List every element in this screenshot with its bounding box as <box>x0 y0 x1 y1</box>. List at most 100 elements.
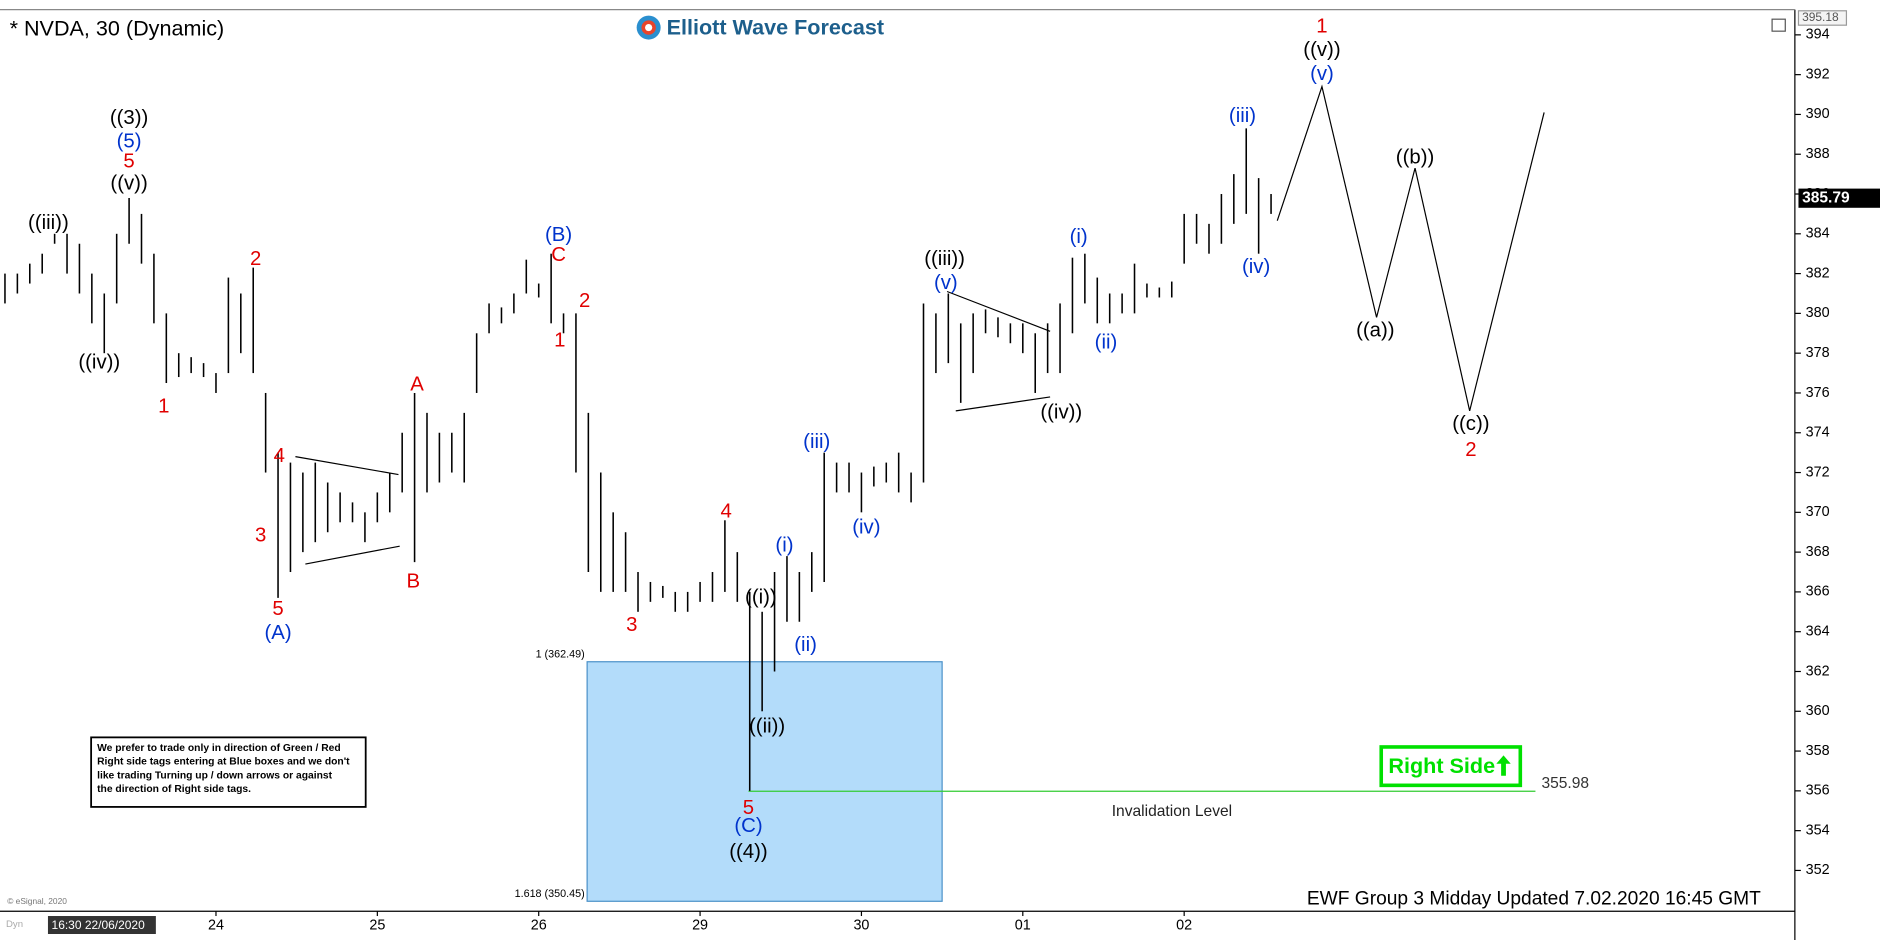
top-price-label: 395.18 <box>1802 10 1839 24</box>
y-tick-label: 358 <box>1806 743 1830 759</box>
y-tick-label: 376 <box>1806 385 1830 401</box>
note-box <box>90 736 367 808</box>
wave-label: 5 <box>123 151 134 173</box>
dyn-label: Dyn <box>6 919 23 930</box>
y-tick-label: 366 <box>1806 584 1830 600</box>
last-price-box <box>1798 188 1880 208</box>
projection-path <box>1276 84 1545 412</box>
wave-label: (v) <box>934 272 958 294</box>
wave-label: B <box>407 570 421 592</box>
wave-label: ((ii)) <box>749 716 785 738</box>
x-tick-label: 30 <box>853 917 869 933</box>
window-icon[interactable] <box>1771 18 1786 32</box>
wave-label: (i) <box>775 535 793 557</box>
y-tick-label: 392 <box>1806 66 1830 82</box>
wave-label: ((v)) <box>1303 39 1340 61</box>
last-price-label: 385.79 <box>1802 189 1850 206</box>
wave-label: ((iii)) <box>924 248 965 270</box>
y-tick-label: 360 <box>1806 703 1830 719</box>
y-tick-label: 384 <box>1806 226 1830 242</box>
wave-label: (B) <box>545 224 572 246</box>
y-tick-label: 390 <box>1806 106 1830 122</box>
footer: EWF Group 3 Midday Updated 7.02.2020 16:… <box>1307 888 1761 909</box>
wave-label: ((iv)) <box>1040 401 1082 423</box>
wave-label: C <box>551 244 566 266</box>
x-tick-label: 24 <box>208 917 224 933</box>
wave-label: (ii) <box>794 634 817 656</box>
wave-label: ((a)) <box>1356 320 1394 342</box>
note-line: like trading Turning up / down arrows or… <box>97 770 333 781</box>
wave-label: (i) <box>1070 226 1088 248</box>
wave-label: 5 <box>272 598 283 620</box>
y-tick-label: 372 <box>1806 464 1830 480</box>
y-tick-label: 354 <box>1806 822 1830 838</box>
y-tick-label: 388 <box>1806 146 1830 162</box>
y-tick-label: 374 <box>1806 425 1830 441</box>
y-tick-label: 368 <box>1806 544 1830 560</box>
note-line: Right side tags entering at Blue boxes a… <box>97 757 350 768</box>
invalidation-value: 355.98 <box>1541 775 1589 792</box>
wave-label: ((v)) <box>110 172 147 194</box>
trendline <box>946 290 1051 332</box>
x-tick-label: 25 <box>369 917 385 933</box>
x-tick-label: 02 <box>1176 917 1192 933</box>
wave-label: (A) <box>264 622 291 644</box>
wave-label: A <box>410 373 424 395</box>
fib-label: 1 (362.49) <box>536 648 585 660</box>
y-tick-label: 380 <box>1806 305 1830 321</box>
y-tick-label: 364 <box>1806 623 1830 639</box>
wave-label: 2 <box>1465 439 1476 461</box>
wave-label: ((iv)) <box>78 352 120 374</box>
logo-text: Elliott Wave Forecast <box>667 14 884 39</box>
wave-label: ((i)) <box>745 586 777 608</box>
right-side-label: Right Side <box>1388 753 1495 778</box>
wave-label: ((3)) <box>110 107 148 129</box>
wave-label: 2 <box>250 248 261 270</box>
note-line: the direction of Right side tags. <box>97 784 251 795</box>
right-side-box <box>1379 745 1523 788</box>
note-line: We prefer to trade only in direction of … <box>97 743 341 754</box>
wave-label: 2 <box>579 290 590 312</box>
x-tick-label: 26 <box>531 917 547 933</box>
wave-label: (v) <box>1310 63 1334 85</box>
wave-label: (iii) <box>803 431 830 453</box>
wave-label: ((c)) <box>1452 413 1489 435</box>
invalidation-label: Invalidation Level <box>1112 803 1232 820</box>
wave-label: (5) <box>117 131 142 153</box>
wave-label: (iii) <box>1229 105 1256 127</box>
cursor-time-box <box>47 916 156 935</box>
y-tick-label: 370 <box>1806 504 1830 520</box>
wave-label: (ii) <box>1095 332 1118 354</box>
wave-label: ((4)) <box>729 841 767 863</box>
y-tick-label: 382 <box>1806 265 1830 281</box>
right-side-arrow <box>1496 755 1511 776</box>
wave-label: 1 <box>1316 15 1327 37</box>
wave-label: 5 <box>743 797 754 819</box>
wave-label: (iv) <box>1242 256 1270 278</box>
y-tick-label: 394 <box>1806 27 1830 43</box>
y-tick-label: 362 <box>1806 663 1830 679</box>
y-tick-label: 378 <box>1806 345 1830 361</box>
x-tick-label: 29 <box>692 917 708 933</box>
top-price-box <box>1797 10 1848 26</box>
wave-label: 4 <box>274 445 285 467</box>
logo-icon-center <box>645 23 653 32</box>
trendline <box>295 456 399 476</box>
cursor-time: 16:30 22/06/2020 <box>52 918 146 932</box>
y-tick-label: 352 <box>1806 862 1830 878</box>
logo: Elliott Wave Forecast <box>636 14 884 40</box>
wave-label: 4 <box>720 501 731 523</box>
copyright: © eSignal, 2020 <box>7 896 67 906</box>
trendline <box>955 396 1051 412</box>
wave-label: 3 <box>255 525 266 547</box>
wave-label: 1 <box>158 395 169 417</box>
wave-label: (iv) <box>852 517 880 539</box>
y-tick-label: 356 <box>1806 783 1830 799</box>
wave-label: (C) <box>734 815 762 837</box>
wave-label: 3 <box>626 614 637 636</box>
wave-label: ((iii)) <box>28 212 69 234</box>
x-tick-label: 01 <box>1015 917 1031 933</box>
fib-label: 1.618 (350.45) <box>515 888 585 900</box>
